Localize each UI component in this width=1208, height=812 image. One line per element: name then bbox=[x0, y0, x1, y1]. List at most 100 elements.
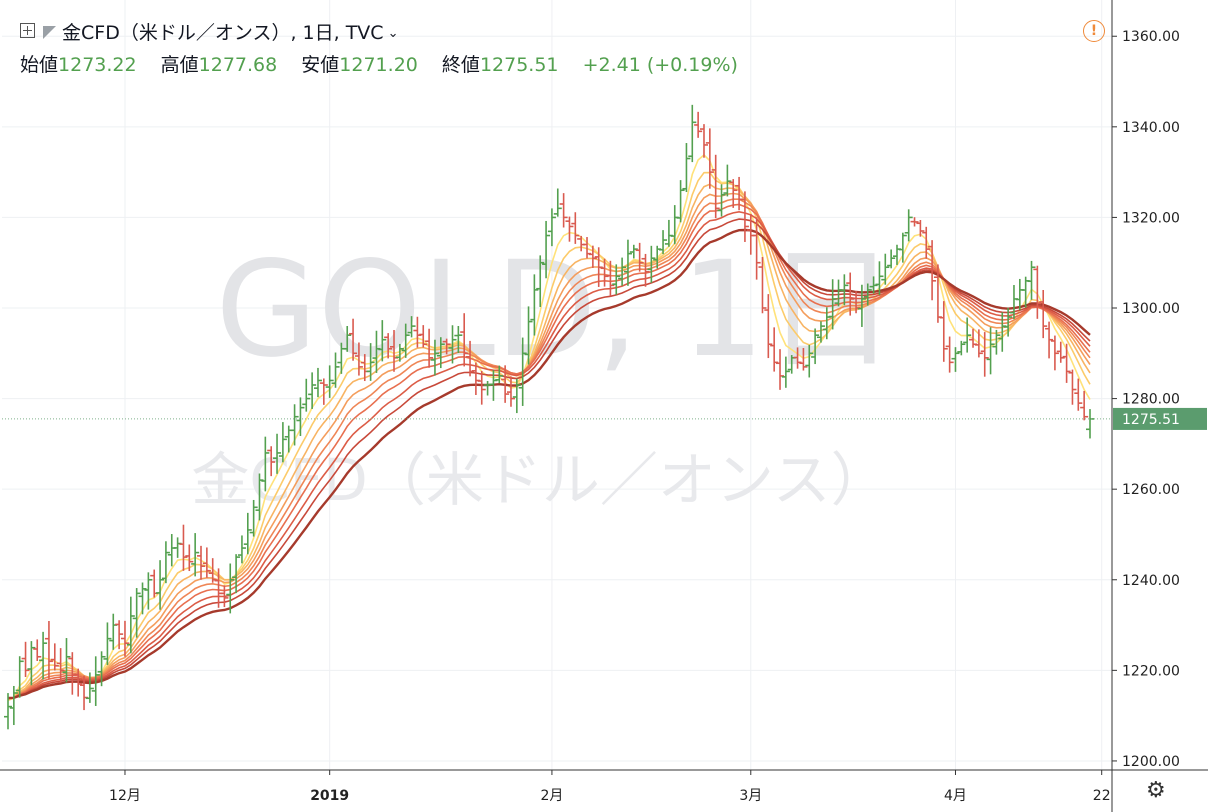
ohlc-bar bbox=[805, 344, 814, 378]
ohlc-bar bbox=[811, 328, 820, 365]
ohlc-bar bbox=[39, 631, 48, 680]
time-tick-label: 2019 bbox=[310, 788, 349, 804]
ohlc-bar bbox=[776, 349, 785, 390]
ohlc-bar bbox=[699, 124, 708, 158]
ohlc-bar bbox=[278, 422, 287, 463]
ohlc-bar bbox=[425, 328, 434, 368]
ohlc-bar bbox=[290, 404, 299, 446]
ema-line bbox=[7, 192, 1091, 700]
ohlc-bar bbox=[97, 651, 106, 687]
ohlc-bar bbox=[138, 582, 147, 615]
ohlc-bar bbox=[325, 365, 334, 398]
ohlc-bar bbox=[781, 356, 790, 388]
ohlc-bar bbox=[594, 247, 603, 287]
ohlc-bar bbox=[156, 560, 165, 610]
ohlc-bar bbox=[723, 164, 732, 197]
warning-icon[interactable]: ! bbox=[1083, 20, 1105, 42]
expand-icon[interactable] bbox=[20, 23, 35, 38]
ohlc-bar bbox=[565, 216, 574, 242]
ohlc-bar bbox=[436, 337, 445, 369]
ohlc-bar bbox=[571, 212, 580, 244]
ohlc-legend: 始値1273.22 高値1277.68 安値1271.20 終値1275.51 … bbox=[20, 50, 738, 77]
ohlc-bar bbox=[530, 274, 539, 336]
ohlc-bar bbox=[559, 193, 568, 228]
time-tick-label: 2月 bbox=[540, 788, 563, 804]
ohlc-bar bbox=[857, 284, 866, 327]
ohlc-bar bbox=[764, 294, 773, 359]
chevron-down-icon[interactable]: ⌄ bbox=[387, 26, 399, 41]
ohlc-bar bbox=[354, 342, 363, 376]
ohlc-bar bbox=[910, 217, 919, 227]
ohlc-bar bbox=[1027, 260, 1036, 300]
ohlc-bar bbox=[4, 693, 12, 730]
ohlc-bar bbox=[694, 111, 703, 138]
close-value: 1275.51 bbox=[479, 54, 559, 76]
ohlc-bar bbox=[629, 244, 638, 259]
close-label: 終値 bbox=[441, 54, 480, 76]
ohlc-bar bbox=[688, 104, 697, 163]
symbol-title[interactable]: 金CFD（米ドル／オンス）, 1日, TVC bbox=[62, 22, 384, 44]
ohlc-bar bbox=[308, 372, 317, 409]
ohlc-bar bbox=[553, 188, 562, 217]
ohlc-bar bbox=[922, 226, 931, 259]
ohlc-bar bbox=[255, 473, 264, 521]
ohlc-bar bbox=[56, 648, 65, 683]
ohlc-bar bbox=[875, 261, 884, 296]
ohlc-bar bbox=[226, 563, 235, 614]
ohlc-bar bbox=[261, 436, 270, 492]
price-tick-label: 1360.00 bbox=[1122, 29, 1180, 45]
ohlc-bar bbox=[1050, 335, 1059, 371]
open-label: 始値 bbox=[20, 54, 59, 76]
price-tick-label: 1200.00 bbox=[1122, 754, 1180, 770]
ohlc-bar bbox=[384, 333, 393, 359]
ohlc-bar bbox=[161, 541, 170, 584]
ohlc-bar bbox=[869, 276, 878, 294]
ohlc-bar bbox=[115, 620, 124, 650]
price-axis: 1200.00 1220.00 1240.00 1260.00 1280.00 1300.… bbox=[1111, 0, 1207, 812]
ohlc-bar bbox=[249, 499, 258, 537]
ohlc-bar bbox=[50, 643, 59, 671]
ohlc-bar bbox=[816, 321, 825, 343]
ohlc-bar bbox=[1080, 390, 1089, 421]
ohlc-bar bbox=[454, 325, 463, 354]
ohlc-bar bbox=[536, 255, 545, 307]
ohlc-bar bbox=[495, 365, 504, 384]
ohlc-bar bbox=[793, 347, 802, 369]
ohlc-bar bbox=[419, 325, 428, 348]
ohlc-bar bbox=[512, 378, 521, 414]
ohlc-bar bbox=[21, 641, 30, 677]
ohlc-bar bbox=[682, 143, 691, 193]
ohlc-bar bbox=[618, 257, 627, 286]
ohlc-bar bbox=[395, 343, 404, 362]
ohlc-bar bbox=[916, 220, 925, 237]
ohlc-bar bbox=[15, 656, 24, 698]
ohlc-bar bbox=[460, 313, 469, 367]
ohlc-bar bbox=[1045, 321, 1054, 359]
ohlc-bar bbox=[799, 348, 808, 371]
ohlc-bar bbox=[518, 337, 527, 406]
ohlc-bar bbox=[705, 128, 714, 189]
ohlc-bar bbox=[524, 306, 533, 365]
ohlc-bar bbox=[623, 239, 632, 286]
ohlc-bar bbox=[770, 327, 779, 372]
ohlc-bar bbox=[442, 338, 451, 355]
ohlc-bar bbox=[840, 274, 849, 306]
price-tick-label: 1320.00 bbox=[1122, 210, 1180, 226]
ohlc-bar bbox=[647, 245, 656, 283]
ohlc-bar bbox=[898, 232, 907, 263]
ohlc-bar bbox=[343, 325, 352, 352]
ohlc-bar bbox=[91, 656, 100, 706]
ohlc-bar bbox=[103, 622, 112, 665]
price-tick-label: 1300.00 bbox=[1122, 301, 1180, 317]
ohlc-bar bbox=[27, 641, 36, 686]
gear-icon[interactable]: ⚙ bbox=[1146, 778, 1166, 803]
ema-line bbox=[7, 203, 1091, 700]
ohlc-bar bbox=[448, 325, 457, 364]
ohlc-bar bbox=[1004, 307, 1013, 337]
price-tick-label: 1240.00 bbox=[1122, 573, 1180, 589]
ohlc-bar bbox=[74, 668, 83, 697]
ohlc-bar bbox=[44, 620, 53, 679]
ema-line bbox=[7, 228, 1091, 700]
